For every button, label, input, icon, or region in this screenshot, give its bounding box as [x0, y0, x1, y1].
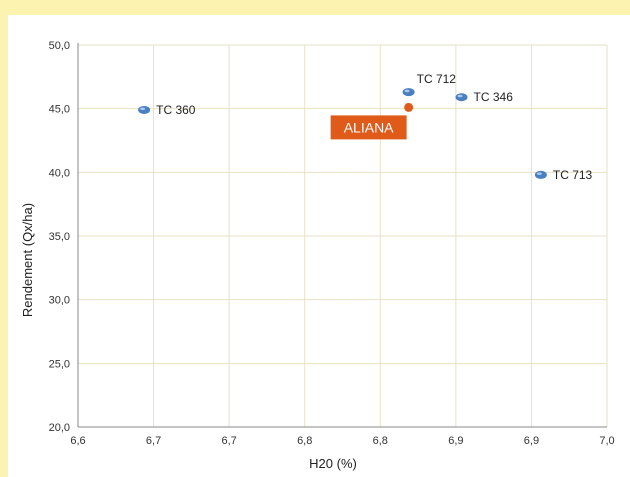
- x-tick-label: 6,9: [448, 435, 463, 447]
- data-points: TC 360 TC 712 TC 346 TC 713 ALIANA: [138, 72, 593, 182]
- axes: [77, 43, 607, 428]
- data-point-label: TC 346: [474, 90, 514, 104]
- x-axis-title: H20 (%): [309, 456, 357, 471]
- grid: [78, 44, 608, 427]
- y-tick-label: 35,0: [49, 231, 70, 243]
- y-tick-label: 20,0: [49, 422, 70, 434]
- data-point: [455, 93, 468, 102]
- data-point-shine: [404, 89, 410, 93]
- chart-frame: 6,6 6,7 6,7 6,8 6,8 6,9 6,9 7,0 20,0 25,0 30,0 35,…: [8, 15, 630, 477]
- data-point: [138, 105, 151, 114]
- x-tick-label: 6,7: [221, 435, 236, 447]
- y-tick-label: 45,0: [49, 104, 70, 116]
- data-point-highlight: [404, 102, 414, 112]
- x-tick-label: 6,9: [524, 435, 539, 447]
- highlight-label: ALIANA: [344, 119, 394, 135]
- x-tick-label: 7,0: [599, 435, 614, 447]
- data-point: [534, 170, 547, 179]
- y-tick-label: 30,0: [49, 295, 70, 307]
- data-point-shine: [140, 107, 146, 111]
- y-tick-labels: 20,0 25,0 30,0 35,0 40,0 45,0 50,0: [49, 40, 70, 434]
- highlight-label-box: [330, 115, 407, 140]
- y-tick-label: 25,0: [49, 358, 70, 370]
- data-point-shine: [457, 94, 463, 98]
- x-tick-label: 6,8: [373, 435, 388, 447]
- x-tick-labels: 6,6 6,7 6,7 6,8 6,8 6,9 6,9 7,0: [70, 435, 614, 447]
- x-tick-label: 6,6: [70, 435, 85, 447]
- scatter-chart: 6,6 6,7 6,7 6,8 6,8 6,9 6,9 7,0 20,0 25,0 30,0 35,…: [20, 40, 615, 471]
- y-tick-label: 40,0: [49, 167, 70, 179]
- data-point-label: TC 360: [156, 103, 196, 117]
- data-point-label: TC 713: [553, 168, 593, 182]
- data-point: [402, 88, 415, 97]
- x-tick-label: 6,8: [297, 435, 312, 447]
- y-tick-label: 50,0: [49, 40, 70, 52]
- y-axis-title: Rendement (Qx/ha): [20, 203, 35, 317]
- data-point-label: TC 712: [417, 72, 457, 86]
- x-tick-label: 6,7: [146, 435, 161, 447]
- data-point-shine: [536, 172, 542, 175]
